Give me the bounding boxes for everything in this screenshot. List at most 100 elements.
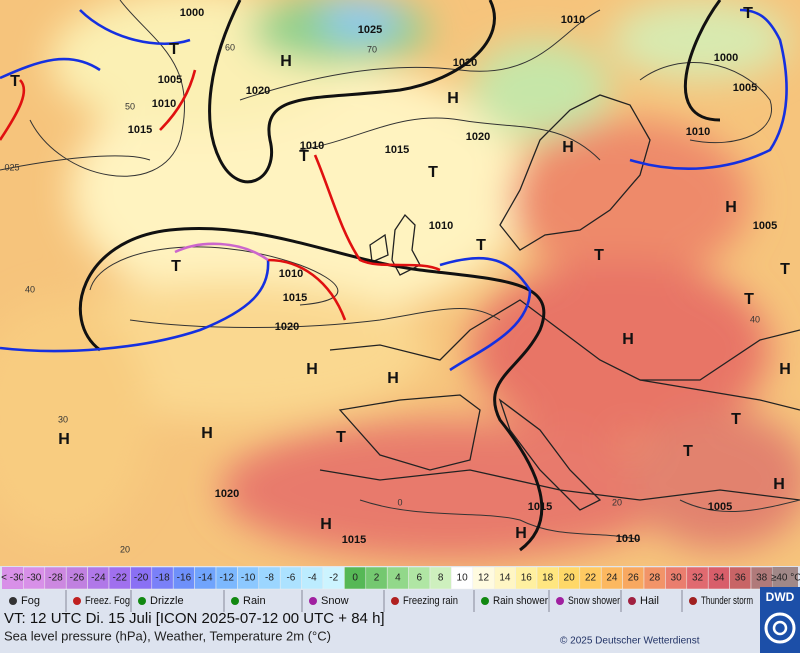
scale-value: -28 [48,573,63,584]
isobar-label: 1015 [283,292,307,304]
legend-label: Freez. Fog [85,595,130,607]
isobar-label: 1020 [246,85,270,97]
low-pressure-center: T [683,443,693,460]
temperature-contour-label: 40 [25,284,35,294]
low-pressure-center: T [171,258,181,275]
legend-label: Snow [321,595,349,607]
high-pressure-center: H [725,199,737,216]
scale-low-label: < -30 [1,573,25,584]
isobar-label: 1015 [385,144,409,156]
legend-symbol [73,597,81,605]
isobar-label: 1020 [466,131,490,143]
isobar-label: 1015 [528,501,552,513]
scale-value: 32 [692,573,704,584]
scale-value: 18 [542,573,554,584]
dwd-logo-text: DWD [766,590,795,604]
isobar-label: 1000 [714,52,738,64]
scale-value: 38 [756,573,768,584]
temperature-contour-label: 20 [612,497,622,507]
isobar-label: 1010 [561,14,585,26]
valid-time: VT: 12 UTC Di. 15 Juli [ICON 2025-07-12 … [4,610,385,627]
low-pressure-center: T [10,73,20,90]
scale-value: 10 [457,573,469,584]
temperature-contour-label: 0 [397,497,402,507]
scale-cell-low [2,567,24,589]
isobar-label: 1015 [342,534,366,546]
low-pressure-center: T [731,411,741,428]
high-pressure-center: H [306,361,318,378]
scale-value: 12 [478,573,490,584]
scale-value: -6 [286,573,295,584]
coastlines [319,94,800,511]
high-pressure-center: H [515,525,527,542]
scale-value: 30 [671,573,683,584]
low-pressure-center: T [743,5,753,22]
isobar-label: 1025 [358,24,382,36]
scale-value: 8 [438,573,444,584]
legend-symbol [481,597,489,605]
isobar-label: 1005 [753,220,777,232]
scale-value: 34 [713,573,725,584]
scale-value: 14 [499,573,511,584]
scale-high-label: ≥40 °C [771,573,800,584]
legend-label: Hail [640,595,659,607]
legend-symbol [231,597,239,605]
scale-value: 22 [585,573,597,584]
scale-value: -16 [177,573,192,584]
dwd-logo-swirl-inner [772,620,788,636]
scale-value: 36 [735,573,747,584]
legend-label: Drizzle [150,595,184,607]
legend-label: Rain [243,595,266,607]
scale-value: -8 [265,573,274,584]
temperature-contour-label: 60 [225,42,235,52]
scale-value: -22 [112,573,127,584]
legend-symbol [689,597,697,605]
isobar-label: 1005 [158,74,182,86]
high-pressure-center: H [280,53,292,70]
scale-value: -18 [155,573,170,584]
isobar-label: 1000 [180,7,204,19]
high-pressure-center: H [622,331,634,348]
dwd-logo-swirl [764,612,796,644]
isobars-thick [78,0,722,552]
high-pressure-center: H [387,370,399,387]
scale-value: 26 [628,573,640,584]
scale-value: -14 [198,573,213,584]
scale-value: -4 [308,573,317,584]
scale-value: -24 [91,573,106,584]
low-pressure-center: T [594,247,604,264]
temperature-contour-label: 40 [750,314,760,324]
low-pressure-center: T [780,261,790,278]
isobar-label: 1005 [733,82,757,94]
isobar-label: 1020 [275,321,299,333]
temperature-contour-label: 70 [367,44,377,54]
scale-value: 20 [564,573,576,584]
scale-value: -26 [70,573,85,584]
legend-symbol [309,597,317,605]
legend-label: Rain shower [493,595,548,607]
legend-symbol [628,597,636,605]
legend-label: Freezing rain [403,595,458,607]
scale-value: 24 [606,573,618,584]
temperature-contour-label: 025 [4,162,19,172]
scale-value: 28 [649,573,661,584]
low-pressure-center: T [744,291,754,308]
isobar-label: 1010 [279,268,303,280]
isobar-label: 1010 [686,126,710,138]
legend-symbol [138,597,146,605]
legend-label: Fog [21,595,40,607]
low-pressure-center: T [299,148,309,165]
high-pressure-center: H [447,90,459,107]
legend-symbol [9,597,17,605]
scale-value: 2 [374,573,380,584]
legend: Fog Freez. Fog Drizzle Rain Snow Freezing rai… [9,590,753,612]
scale-cell-high [772,567,798,589]
temperature-contour-label: 50 [125,101,135,111]
color-scale: < -30 -30 -28 -26 -24 -22 -20 -18 -16 -14 -12 -10 -8… [0,566,800,590]
fronts [0,8,788,372]
map-description: Sea level pressure (hPa), Weather, Tempe… [4,628,331,643]
isobar-label: 1020 [215,488,239,500]
scale-value: 16 [521,573,533,584]
